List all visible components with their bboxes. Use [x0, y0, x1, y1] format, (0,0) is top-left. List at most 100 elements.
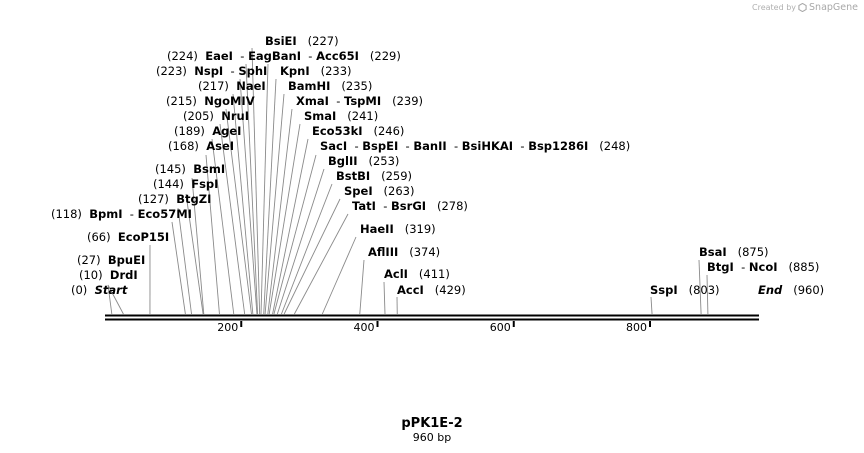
- leader-line-sspi: [650, 296, 653, 315]
- site-position: (205): [183, 109, 221, 123]
- enzyme-name: NgoMIV: [204, 94, 254, 108]
- enzyme-name: SacI: [320, 139, 347, 153]
- site-label-acci[interactable]: AccI (429): [397, 283, 466, 297]
- site-position: (223): [156, 64, 194, 78]
- leader-line-btgzi: [177, 207, 192, 315]
- site-label-ecop15i[interactable]: (66) EcoP15I: [87, 230, 169, 244]
- enzyme-name: KpnI: [280, 64, 310, 78]
- leader-line-saci: [273, 154, 317, 315]
- enzyme-name: Acc65I: [316, 49, 359, 63]
- axis-tick-label: 400: [354, 321, 375, 334]
- enzyme-name: Eco57MI: [138, 207, 192, 221]
- leader-line-bstbi: [281, 183, 333, 315]
- site-label-fspi[interactable]: (144) FspI: [153, 177, 218, 191]
- enzyme-name: AclI: [384, 267, 408, 281]
- leader-line-asei: [205, 154, 220, 315]
- enzyme-name: BsiEI: [265, 34, 297, 48]
- site-position: (803): [678, 283, 720, 297]
- enzyme-name: NcoI: [749, 260, 778, 274]
- site-label-kpni[interactable]: KpnI (233): [280, 64, 352, 78]
- site-position: (215): [166, 94, 204, 108]
- enzyme-name: HaeII: [360, 222, 394, 236]
- site-position: (239): [381, 94, 423, 108]
- site-label-end[interactable]: End (960): [758, 283, 824, 297]
- site-position: (248): [588, 139, 630, 153]
- leader-line-haeii: [321, 236, 357, 315]
- enzyme-name: BsiHKAI: [462, 139, 513, 153]
- site-label-bamhi[interactable]: BamHI (235): [288, 79, 372, 93]
- site-position: (319): [394, 222, 436, 236]
- axis-tick-label: 200: [217, 321, 238, 334]
- site-label-bglii[interactable]: BglII (253): [328, 154, 399, 168]
- plasmid-length: 960 bp: [413, 431, 451, 444]
- name-separator: -: [123, 207, 138, 221]
- name-separator: -: [447, 139, 462, 153]
- brand-name: SnapGene: [809, 2, 858, 13]
- site-label-acli[interactable]: AclI (411): [384, 267, 450, 281]
- enzyme-name: BtgZI: [176, 192, 211, 206]
- site-label-nspi[interactable]: (223) NspI - SphI: [156, 64, 267, 78]
- site-label-spei[interactable]: SpeI (263): [344, 184, 414, 198]
- site-position: (168): [168, 139, 206, 153]
- site-position: (885): [778, 260, 820, 274]
- leader-line-naei: [232, 93, 254, 315]
- site-label-ngomiv[interactable]: (215) NgoMIV: [166, 94, 255, 108]
- site-label-btgzi[interactable]: (127) BtgZI: [138, 192, 211, 206]
- enzyme-name: Start: [95, 283, 128, 297]
- site-label-saci[interactable]: SacI - BspEI - BanII - BsiHKAI - Bsp1286…: [320, 139, 630, 153]
- enzyme-name: SpeI: [344, 184, 373, 198]
- site-label-naei[interactable]: (217) NaeI: [198, 79, 266, 93]
- enzyme-name: DrdI: [110, 268, 138, 282]
- plasmid-name: pPK1E-2: [401, 416, 462, 431]
- leader-line-fspi: [185, 193, 204, 315]
- name-separator: -: [223, 64, 238, 78]
- name-separator: -: [329, 94, 344, 108]
- site-label-agei[interactable]: (189) AgeI: [174, 124, 241, 138]
- site-label-haeii[interactable]: HaeII (319): [360, 222, 436, 236]
- site-label-tati[interactable]: TatI - BsrGI (278): [352, 199, 468, 213]
- site-label-bpuei[interactable]: (27) BpuEI: [77, 253, 145, 267]
- name-separator: -: [398, 139, 413, 153]
- site-label-drdi[interactable]: (10) DrdI: [79, 268, 138, 282]
- site-label-nrui[interactable]: (205) NruI: [183, 109, 249, 123]
- enzyme-name: AflIII: [368, 245, 398, 259]
- enzyme-name: TspMI: [344, 94, 381, 108]
- site-label-bsai[interactable]: BsaI (875): [699, 245, 769, 259]
- created-by-text: Created by: [752, 3, 797, 12]
- site-position: (259): [370, 169, 412, 183]
- site-label-btgi[interactable]: BtgI - NcoI (885): [707, 260, 819, 274]
- site-label-eaei[interactable]: (224) EaeI - EagI: [167, 49, 276, 63]
- site-label-bstbi[interactable]: BstBI (259): [336, 169, 412, 183]
- site-label-sspi[interactable]: SspI (803): [650, 283, 720, 297]
- site-label-xmai[interactable]: XmaI - TspMI (239): [296, 94, 423, 108]
- leader-line-spei: [283, 198, 341, 315]
- leader-line-bpuei: [107, 284, 124, 315]
- site-position: (233): [310, 64, 352, 78]
- enzyme-name: BpuEI: [108, 253, 145, 267]
- enzyme-name: NspI: [194, 64, 223, 78]
- leader-line-aflii: [359, 259, 365, 315]
- enzyme-name: BspEI: [362, 139, 398, 153]
- site-label-asei[interactable]: (168) AseI: [168, 139, 234, 153]
- name-separator: -: [513, 139, 528, 153]
- site-label-eco53ki[interactable]: Eco53kI (246): [312, 124, 404, 138]
- site-label-bsiei[interactable]: BsiEI (227): [265, 34, 339, 48]
- name-separator: -: [376, 199, 391, 213]
- site-labels: (0) Start(10) DrdI(27) BpuEI (66) EcoP15I…: [51, 34, 824, 297]
- leader-line-nspi: [239, 78, 258, 315]
- site-position: (241): [336, 109, 378, 123]
- site-position: (10): [79, 268, 110, 282]
- site-label-aflii[interactable]: AflIII (374): [368, 245, 440, 259]
- name-separator: -: [347, 139, 362, 153]
- site-position: (27): [77, 253, 108, 267]
- site-label-start[interactable]: (0) Start: [71, 283, 128, 297]
- site-label-bani[interactable]: BanI - Acc65I (229): [272, 49, 401, 63]
- site-label-bsmi[interactable]: (145) BsmI: [155, 162, 225, 176]
- axis-tick-label: 600: [490, 321, 511, 334]
- site-label-bpmi[interactable]: (118) BpmI - Eco57MI: [51, 207, 192, 221]
- leader-lines: [107, 47, 709, 315]
- site-label-smai[interactable]: SmaI (241): [304, 109, 378, 123]
- site-position: (189): [174, 124, 212, 138]
- leader-line-agei: [211, 138, 235, 315]
- leader-line-eaei: [245, 63, 259, 315]
